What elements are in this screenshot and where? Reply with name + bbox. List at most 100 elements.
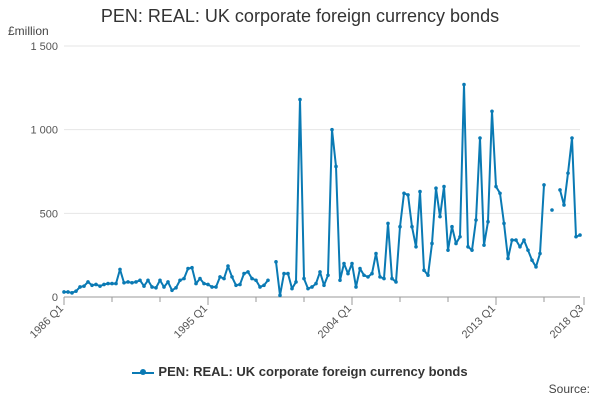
data-point (466, 245, 470, 249)
data-point (218, 275, 222, 279)
data-point (454, 241, 458, 246)
data-point (498, 191, 502, 196)
series-line (275, 83, 545, 297)
legend-label: PEN: REAL: UK corporate foreign currency… (158, 364, 468, 379)
legend-swatch (132, 368, 155, 378)
data-point (486, 219, 490, 224)
data-point (446, 248, 450, 252)
data-point (102, 282, 106, 287)
data-point (286, 271, 290, 276)
data-point (526, 248, 530, 252)
data-point (314, 281, 318, 286)
data-point (362, 273, 366, 278)
x-tick-label: 2004 Q1 (316, 303, 354, 341)
data-point (422, 268, 426, 273)
source-label: Source: (548, 382, 590, 396)
data-point (342, 261, 346, 266)
legend: PEN: REAL: UK corporate foreign currency… (0, 364, 600, 379)
data-point (482, 243, 486, 247)
data-point (206, 282, 210, 287)
data-point (410, 224, 414, 229)
data-point (138, 278, 142, 283)
data-point (294, 280, 298, 284)
data-point (130, 280, 134, 285)
data-point (574, 234, 578, 239)
data-point (118, 267, 122, 272)
data-point (462, 82, 466, 87)
data-point (426, 273, 430, 278)
x-tick-label: 2013 Q1 (460, 303, 498, 341)
data-point (70, 291, 74, 295)
data-point (66, 290, 70, 294)
data-point (478, 136, 482, 140)
gridlines (64, 45, 580, 214)
data-point (234, 283, 238, 288)
data-point (414, 245, 418, 249)
data-point (194, 281, 198, 286)
y-axis-label: £million (8, 24, 49, 38)
y-tick-label: 1 000 (30, 125, 58, 137)
data-point (174, 286, 178, 290)
data-point (302, 276, 306, 281)
data-point (190, 265, 194, 270)
data-point (290, 286, 294, 291)
data-point (246, 270, 250, 274)
data-point (578, 233, 582, 237)
data-point (282, 271, 286, 276)
data-point (494, 184, 498, 189)
data-point (238, 282, 242, 287)
data-point (562, 203, 566, 207)
data-point (450, 224, 454, 229)
data-point (154, 286, 158, 290)
data-point (146, 278, 150, 283)
data-point (434, 186, 438, 191)
data-point (106, 281, 110, 286)
data-point (170, 288, 174, 293)
data-point (202, 281, 206, 286)
data-point (542, 183, 546, 187)
data-point (514, 238, 518, 242)
data-point (402, 191, 406, 196)
data-point (306, 286, 310, 291)
data-point (98, 284, 102, 288)
data-point (322, 283, 326, 288)
y-tick-label: 1 500 (30, 41, 58, 53)
data-point (78, 285, 82, 289)
data-point (374, 251, 378, 256)
data-point (398, 224, 402, 229)
data-point (534, 265, 538, 269)
data-point (370, 271, 374, 276)
data-point (166, 280, 170, 284)
data-point (242, 271, 246, 276)
data-point (518, 245, 522, 249)
series-line (559, 137, 581, 238)
data-point (310, 285, 314, 289)
data-point (490, 109, 494, 114)
data-point (278, 293, 282, 298)
data-point (142, 284, 146, 288)
data-point (530, 258, 534, 262)
data-point (182, 276, 186, 281)
data-point (438, 214, 442, 219)
data-point (114, 281, 118, 286)
data-point (326, 273, 330, 278)
data-point (470, 248, 474, 252)
series-points (62, 82, 582, 298)
series-lines (64, 83, 581, 297)
data-point (506, 256, 510, 261)
data-point (502, 221, 506, 226)
y-tick-label: 0 (52, 292, 58, 304)
data-point (330, 127, 334, 132)
data-point (458, 234, 462, 239)
data-point (74, 289, 78, 293)
data-point (162, 285, 166, 289)
data-point (262, 283, 266, 288)
data-point (126, 280, 130, 284)
data-point (382, 276, 386, 281)
data-point (258, 285, 262, 289)
data-point (538, 251, 542, 256)
data-point (346, 271, 350, 276)
data-point (186, 266, 190, 271)
x-axis-ticks: 1986 Q1 1995 Q1 2004 Q1 2013 Q1 2018 Q3 (28, 297, 586, 341)
